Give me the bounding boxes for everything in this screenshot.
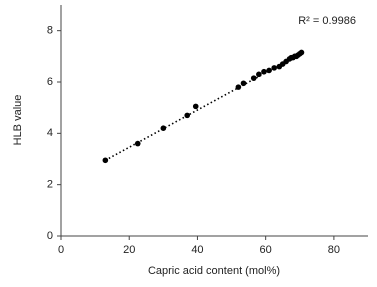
point: [250, 75, 257, 81]
x-tick-label: 0: [58, 244, 64, 256]
point: [266, 67, 272, 74]
x-tick-label: 20: [123, 244, 135, 256]
y-tick-label: 8: [47, 25, 53, 37]
x-tick-label: 80: [328, 244, 340, 256]
point: [192, 103, 199, 110]
point: [160, 125, 167, 131]
point: [134, 140, 141, 147]
annotation: R² = 0.9986: [298, 15, 356, 27]
point: [240, 80, 247, 87]
point: [235, 84, 242, 90]
x-tick-label: 40: [191, 244, 203, 256]
point: [298, 49, 305, 56]
point: [261, 68, 267, 75]
y-tick-label: 6: [47, 76, 53, 88]
y-tick-label: 4: [47, 127, 53, 139]
point: [256, 71, 262, 78]
point: [271, 65, 277, 71]
x-tick-label: 60: [260, 244, 272, 256]
y-tick-label: 0: [47, 230, 53, 242]
x-axis-label: Capric acid content (mol%): [148, 265, 280, 277]
y-axis-label: HLB value: [12, 95, 24, 146]
point: [184, 112, 191, 119]
y-tick-label: 2: [47, 179, 53, 191]
point: [102, 157, 109, 164]
